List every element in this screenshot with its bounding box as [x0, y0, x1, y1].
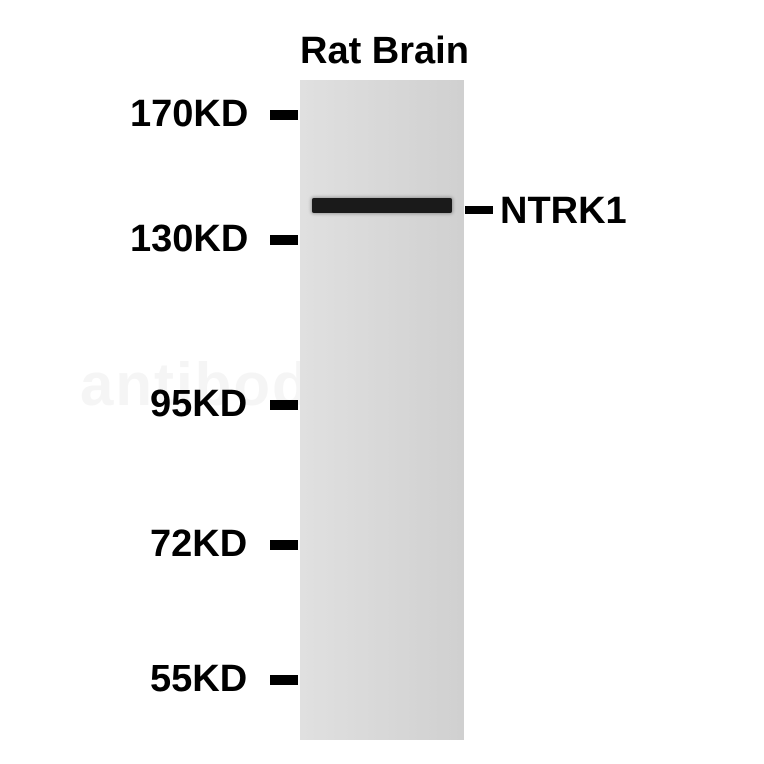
lane-label: Rat Brain: [300, 30, 469, 73]
band-label: NTRK1: [500, 190, 627, 233]
mw-marker-label: 170KD: [130, 93, 248, 136]
mw-marker-label: 72KD: [150, 523, 247, 566]
protein-band: [312, 198, 452, 213]
mw-marker-tick: [270, 540, 298, 550]
mw-marker-label: 95KD: [150, 383, 247, 426]
western-blot-figure: antibodies Rat Brain 170KD130KD95KD72KD5…: [0, 0, 764, 764]
mw-marker-tick: [270, 235, 298, 245]
mw-marker-tick: [270, 400, 298, 410]
mw-marker-tick: [270, 675, 298, 685]
mw-marker-label: 55KD: [150, 658, 247, 701]
mw-marker-label: 130KD: [130, 218, 248, 261]
mw-marker-tick: [270, 110, 298, 120]
band-tick: [465, 206, 493, 214]
blot-lane: [300, 80, 464, 740]
